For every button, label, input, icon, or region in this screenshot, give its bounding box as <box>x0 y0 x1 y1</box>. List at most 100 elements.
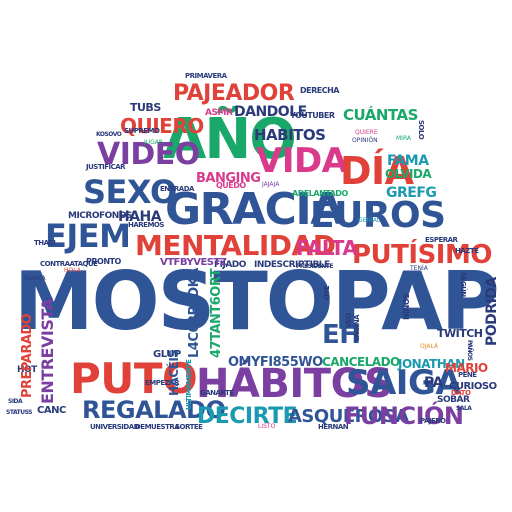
word-dandole: DANDOLE <box>234 104 307 120</box>
word-sexo: SEXO <box>83 173 177 211</box>
word-asquerosa: ASQUEROSA <box>288 406 409 427</box>
word-esperar: ESPERAR <box>425 236 458 244</box>
word-microfonos: MICROFONOS <box>68 211 132 221</box>
word-curioso: CURIOSO <box>449 381 497 392</box>
word-mentalidad: MENTALIDAD <box>135 229 336 262</box>
word-haceis: HACÉIS <box>167 349 181 396</box>
word-hazte: HAZTE <box>455 247 479 255</box>
word-glup: GLUP <box>153 349 181 360</box>
word-omyfi855wo: OMYFI855WO <box>228 355 323 370</box>
word-hot: HOT <box>17 365 37 375</box>
word-empezar: EMPEZAR <box>145 379 180 387</box>
word-canc: CANC <box>37 405 66 416</box>
word-sida: SIDA <box>8 398 23 405</box>
word-youtuber: YOUTUBER <box>290 111 335 120</box>
word-funcion: FUNCIÓN <box>344 402 464 430</box>
word-pene: PENE <box>458 371 477 379</box>
word-mira: MIRA <box>396 135 411 142</box>
word-vida: VIDA <box>256 141 348 181</box>
word-entrevista: ENTREVISTA <box>38 298 57 404</box>
word-solo: SOLO <box>417 120 425 140</box>
word-puto: PUTO <box>70 354 198 403</box>
word-nunca: NUNCA <box>24 275 46 282</box>
word-tubs: TUBS <box>130 101 161 114</box>
word-saiga: SAIGA <box>346 363 462 403</box>
word-ojala: OJALÁ <box>420 343 439 350</box>
word-putisimo: PUTÍSIMO <box>352 240 492 270</box>
word-grefg: GREFG <box>386 185 437 201</box>
word-falta: FALTA <box>296 236 358 260</box>
word-l4c62psdka: L4C62PSDKA <box>187 268 202 358</box>
word-kosovo: KOSOVO <box>96 131 122 138</box>
word-olvida: OLVIDA <box>385 167 432 181</box>
word-vtfbyvestz: VTFBYVESTZ <box>160 257 227 268</box>
word-indescriptible: INDESCRIPTIBLE <box>254 260 330 270</box>
word-demuestra: DEMUESTRA <box>135 423 180 431</box>
word-dia: DÍA <box>340 149 414 193</box>
word-panos: PAÑOS <box>466 340 473 361</box>
word-presidente: PRESIDENTE <box>296 263 333 270</box>
word-sortee: SORTEE <box>175 423 203 431</box>
word-opinion: OPINIÓN <box>352 137 378 144</box>
word-cancelado: CANCELADO <box>322 355 400 369</box>
word-justificar: JUSTIFICAR <box>86 163 126 171</box>
word-pa: PA <box>424 375 443 391</box>
word-listo: LISTO <box>258 423 276 430</box>
word-euros: EUROS <box>310 195 446 236</box>
word-haha: HAHA <box>118 209 162 225</box>
word-contraataque: CONTRAATAQUE <box>40 260 98 268</box>
word-veo: VEO <box>345 313 353 328</box>
word-jonathan: JONATHAN <box>398 357 465 371</box>
word-sobar: SOBAR <box>437 395 470 405</box>
word-tenia: TENÍA <box>410 265 428 272</box>
word-video: VIDEO <box>97 137 200 172</box>
word-ejem: EJEM <box>45 217 131 255</box>
word-jajaja: JAJAJA <box>262 181 280 188</box>
word-derecha: DERECHA <box>300 86 340 95</box>
word-habitos-big: HÁBITOS <box>196 361 393 407</box>
word-ultimamente: ULTIMAMENTE <box>185 359 193 410</box>
word-gracia: GRACIA <box>165 184 344 235</box>
word-quiero: QUIERO <box>120 114 204 138</box>
word-genial: GENIAL <box>358 217 381 224</box>
word-asmr: ASMR <box>205 108 233 118</box>
word-podrida: PODRIDA <box>484 277 500 346</box>
word-adelantado: ADELANTADO <box>292 189 348 198</box>
word-preparado: PREPARADO <box>20 313 35 398</box>
word-quiere: QUIERE <box>355 129 378 136</box>
word-mostopap: MOSTOPAP <box>14 255 500 348</box>
word-hola: HOLA <box>64 267 81 274</box>
word-ninos: NIÑOS <box>402 293 411 320</box>
word-jugar: JUGAR <box>144 139 164 146</box>
word-segun: SEGÚN <box>459 272 467 297</box>
word-entrada: ENTRADA <box>160 185 194 193</box>
word-supremo: SUPREMO <box>124 127 160 135</box>
word-47tant6ort: 47TANT6ORT <box>209 268 224 358</box>
word-harem: HAREMOS <box>128 221 164 229</box>
word-banging: BANGING <box>196 171 261 186</box>
word-thaci: THAÇI <box>34 239 56 247</box>
word-eh: EH <box>322 320 361 350</box>
word-vagina: VAGINA <box>353 315 361 342</box>
word-twitch: TWITCH <box>437 327 483 340</box>
word-universidad: UNIVERSIDAD <box>90 423 139 431</box>
word-cuantas: CUÁNTAS <box>343 106 418 124</box>
word-ganarte: GANARTE <box>200 389 234 397</box>
word-decirte: DECIRTE <box>197 404 298 429</box>
word-pajero: PAJERO <box>420 417 446 425</box>
word-hernan: HERNAN <box>318 423 349 431</box>
word-sala: SALA <box>456 405 472 412</box>
word-pronto: PRONTO <box>86 257 121 266</box>
word-statuss: STATUSS <box>6 409 32 416</box>
word-ano: AÑO <box>163 107 297 172</box>
word-quedo: QUEDO <box>216 181 246 190</box>
word-mario: MARIO <box>445 361 488 375</box>
word-dato: DATO <box>451 389 471 397</box>
word-habitos-small: HABITOS <box>254 126 326 144</box>
word-pajeador: PAJEADOR <box>173 81 295 106</box>
word-primavera: PRIMAVERA <box>185 72 227 80</box>
word-oye: OYE <box>323 285 331 300</box>
word-fama: FAMA <box>387 153 429 169</box>
word-fijado: FIJADO <box>214 260 246 270</box>
